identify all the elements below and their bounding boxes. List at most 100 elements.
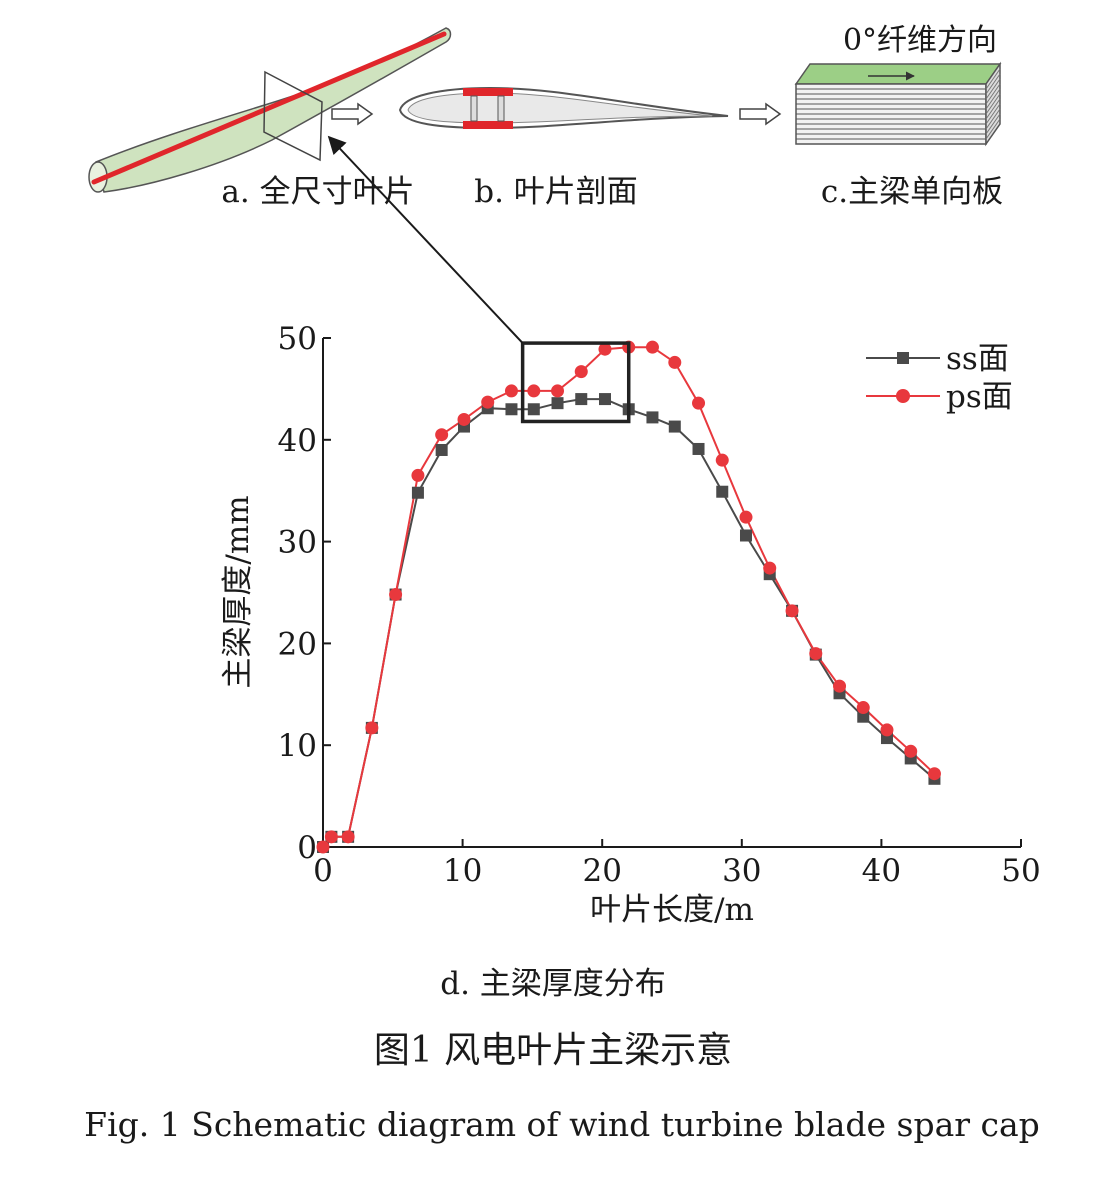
y-tick-label: 20 bbox=[278, 626, 317, 662]
x-tick-label: 30 bbox=[722, 853, 761, 889]
laminate-ply-edge bbox=[985, 93, 1001, 115]
x-tick-label: 20 bbox=[582, 853, 621, 889]
laminate-top bbox=[794, 63, 1002, 85]
data-point-ps bbox=[435, 428, 449, 442]
x-tick-label: 40 bbox=[862, 853, 901, 889]
series-line bbox=[322, 398, 936, 848]
data-point-ps bbox=[856, 701, 870, 715]
hollow-arrow-2 bbox=[739, 102, 782, 126]
laminate-ply-edge bbox=[985, 108, 1001, 130]
y-tick-label: 0 bbox=[297, 830, 317, 866]
blade-body bbox=[95, 27, 452, 193]
hollow-arrow-1 bbox=[331, 102, 374, 126]
laminate-plies bbox=[796, 68, 1001, 140]
data-point-ss bbox=[646, 411, 659, 424]
panel-a-blade bbox=[88, 27, 452, 193]
data-point-ps bbox=[316, 840, 330, 854]
data-point-ps bbox=[645, 340, 659, 354]
caption-en: Fig. 1 Schematic diagram of wind turbine… bbox=[84, 1105, 1040, 1144]
data-point-ps bbox=[715, 453, 729, 467]
x-tick-label: 10 bbox=[443, 853, 482, 889]
legend-label: ps面 bbox=[946, 379, 1013, 415]
data-point-ps bbox=[927, 767, 941, 781]
y-axis-ticks: 0 10 20 30 40 50 bbox=[278, 321, 331, 866]
laminate-ply-edge bbox=[985, 113, 1001, 135]
data-point-ps bbox=[809, 647, 823, 661]
laminate-ply-edge bbox=[985, 103, 1001, 125]
data-point-ss bbox=[716, 485, 729, 498]
data-point-ss bbox=[411, 486, 424, 499]
section-plane bbox=[263, 70, 323, 162]
data-point-ps bbox=[457, 412, 471, 426]
laminate-ply-edge bbox=[985, 98, 1001, 120]
data-point-ps bbox=[598, 342, 612, 356]
laminate-ply-edge bbox=[985, 73, 1001, 95]
data-point-ss bbox=[435, 443, 448, 456]
shear-web-2 bbox=[497, 95, 505, 122]
spar-cap-bottom bbox=[463, 121, 513, 129]
panel-d-label: d. 主梁厚度分布 bbox=[440, 966, 666, 1002]
data-point-ps bbox=[504, 384, 518, 398]
laminate-ply-edge bbox=[985, 83, 1001, 105]
data-point-ps bbox=[324, 830, 338, 844]
series-markers bbox=[316, 340, 941, 854]
data-point-ss bbox=[739, 529, 752, 542]
panel-c-label: c.主梁单向板 bbox=[821, 174, 1003, 210]
y-tick-label: 50 bbox=[278, 321, 317, 357]
data-point-ps bbox=[692, 396, 706, 410]
highlight-arrow bbox=[327, 135, 524, 344]
data-point-ss bbox=[668, 420, 681, 433]
data-point-ss bbox=[551, 397, 564, 410]
data-point-ps bbox=[551, 384, 565, 398]
x-tick-label: 50 bbox=[1001, 853, 1040, 889]
y-tick-label: 30 bbox=[278, 525, 317, 561]
data-point-ps bbox=[481, 395, 495, 409]
chart-axes bbox=[322, 338, 1021, 848]
y-tick-label: 10 bbox=[278, 728, 317, 764]
data-point-ps bbox=[904, 744, 918, 758]
laminate-ply-edge bbox=[985, 78, 1001, 100]
data-point-ps bbox=[411, 468, 425, 482]
data-point-ss bbox=[527, 403, 540, 416]
data-point-ps bbox=[365, 721, 379, 735]
panel-c-laminate bbox=[794, 61, 1002, 147]
laminate-ply-edge bbox=[985, 68, 1001, 90]
data-point-ss bbox=[857, 710, 870, 723]
spar-cap-top bbox=[463, 88, 513, 96]
data-point-ps bbox=[763, 561, 777, 575]
data-point-ps bbox=[574, 365, 588, 379]
laminate-ply-edge bbox=[985, 118, 1001, 140]
panel-b-label: b. 叶片剖面 bbox=[474, 174, 638, 210]
x-axis-label: 叶片长度/m bbox=[590, 892, 754, 928]
data-point-ps bbox=[833, 679, 847, 693]
y-tick-label: 40 bbox=[278, 423, 317, 459]
data-point-ss bbox=[692, 442, 705, 455]
shear-web-1 bbox=[470, 95, 478, 122]
caption-cn: 图1 风电叶片主梁示意 bbox=[374, 1030, 732, 1071]
data-point-ps bbox=[785, 604, 799, 618]
data-point-ss bbox=[575, 393, 588, 406]
y-axis-label: 主梁厚度/mm bbox=[220, 495, 256, 688]
x-tick-label: 0 bbox=[313, 853, 333, 889]
panel-c-direction-label: 0°纤维方向 bbox=[843, 23, 997, 58]
data-point-ss bbox=[598, 393, 611, 406]
legend-marker bbox=[896, 389, 910, 403]
laminate-ply-edge bbox=[985, 88, 1001, 110]
data-point-ps bbox=[341, 830, 355, 844]
data-point-ps bbox=[389, 588, 403, 602]
legend-marker bbox=[897, 352, 909, 364]
panel-b-airfoil bbox=[398, 86, 782, 130]
series-lines bbox=[322, 346, 936, 848]
data-point-ps bbox=[880, 723, 894, 737]
data-point-ps bbox=[739, 510, 753, 524]
highlight-box bbox=[520, 341, 631, 424]
x-axis-ticks: 0 10 20 30 40 50 bbox=[313, 839, 1041, 889]
panel-a-label: a. 全尺寸叶片 bbox=[221, 174, 414, 210]
blade-spar-cap bbox=[91, 31, 447, 185]
data-point-ss bbox=[505, 403, 518, 416]
legend-label: ss面 bbox=[946, 341, 1009, 377]
data-point-ps bbox=[668, 355, 682, 369]
data-point-ps bbox=[527, 384, 541, 398]
